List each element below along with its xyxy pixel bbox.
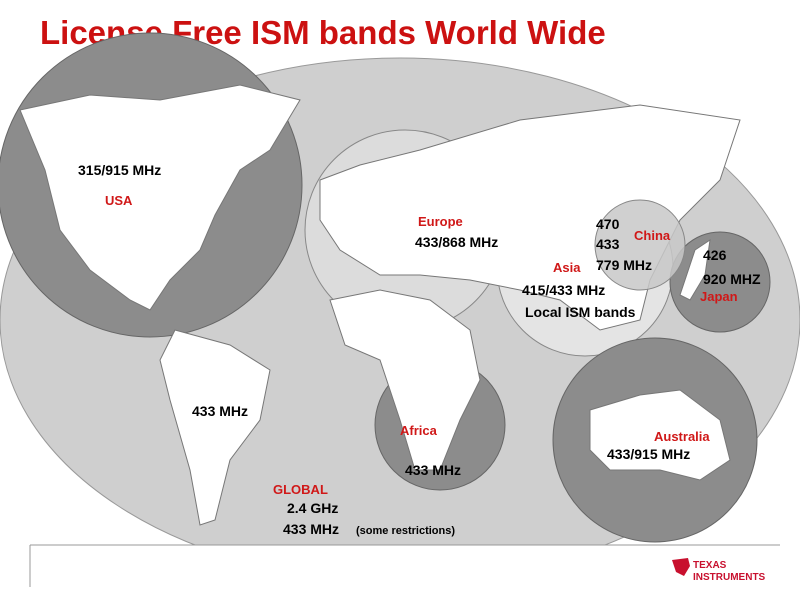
- frequency: 433: [596, 236, 620, 252]
- frequency: Local ISM bands: [525, 304, 636, 320]
- logo-mark: [672, 558, 690, 576]
- logo-text: INSTRUMENTS: [693, 572, 766, 583]
- global-name: GLOBAL: [273, 482, 328, 497]
- frequency: 315/915 MHz: [78, 162, 161, 178]
- logo-text: TEXAS: [693, 560, 727, 571]
- frequency: 426: [703, 247, 727, 263]
- frequency: 2.4 GHz: [287, 500, 338, 516]
- frequency: 470: [596, 216, 620, 232]
- frequency: 779 MHz: [596, 257, 652, 273]
- note: (some restrictions): [356, 525, 455, 537]
- region-name: Japan: [700, 289, 738, 304]
- region-name: USA: [105, 193, 133, 208]
- region-name: Asia: [553, 260, 581, 275]
- footer: [0, 545, 800, 587]
- frequency: 433 MHz: [192, 403, 248, 419]
- frequency: 433 MHz: [405, 462, 461, 478]
- china-circle: [594, 199, 686, 291]
- frequency: 415/433 MHz: [522, 282, 605, 298]
- region-name: Africa: [400, 423, 438, 438]
- region-name: Australia: [654, 429, 710, 444]
- frequency: 920 MHZ: [703, 271, 761, 287]
- region-name: China: [634, 228, 671, 243]
- region-name: Europe: [418, 214, 463, 229]
- frequency: 433 MHz: [283, 521, 339, 537]
- frequency: 433/868 MHz: [415, 234, 498, 250]
- frequency: 433/915 MHz: [607, 446, 690, 462]
